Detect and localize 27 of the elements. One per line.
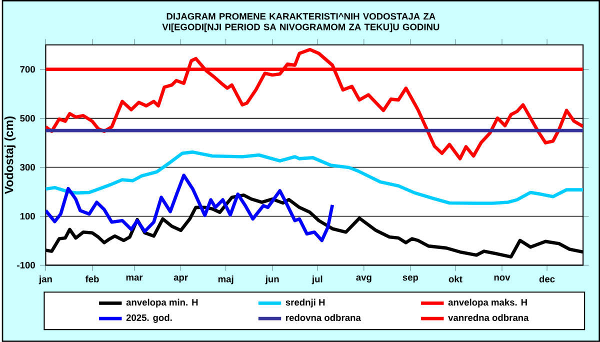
y-tick-label: 700 <box>20 66 35 73</box>
legend-label: vanredna odbrana <box>448 314 529 322</box>
x-tick-label: sep <box>402 276 418 283</box>
legend-label: srednji H <box>286 298 325 308</box>
x-tick-label: dec <box>539 276 555 282</box>
x-tick-label: maj <box>218 276 234 284</box>
y-tick-label: 100 <box>20 212 35 220</box>
y-tick-label: -100 <box>17 262 35 268</box>
y-tick-label: 300 <box>20 164 35 171</box>
y-tick-label: 500 <box>20 115 35 122</box>
x-tick-label: avg <box>356 276 372 283</box>
legend-label: anvelopa maks. H <box>448 298 527 308</box>
legend-label: anvelopa min. H <box>126 298 198 308</box>
legend-label: 2025. god. <box>126 314 172 323</box>
y-axis-title: Vodostaj (cm) <box>4 116 16 194</box>
x-tick-label: nov <box>494 276 510 281</box>
x-tick-label: apr <box>174 276 188 283</box>
line-series <box>46 150 584 205</box>
legend-label: redovna odbrana <box>286 314 361 322</box>
x-tick-label: feb <box>85 276 99 282</box>
line-series <box>46 174 334 242</box>
x-tick-label: jul <box>312 276 322 284</box>
x-tick-label: jun <box>265 276 279 284</box>
x-tick-label: mar <box>126 276 143 281</box>
x-tick-label: okt <box>448 276 462 282</box>
x-tick-label: jan <box>38 276 52 284</box>
chart-title: DIJAGRAM PROMENE KARAKTERISTI^NIH VODOSTAJA ZA VI[EGODI[NJI PERIOD SA NIVOGRAMOM ZA TEKU]U GODINU <box>162 13 440 32</box>
